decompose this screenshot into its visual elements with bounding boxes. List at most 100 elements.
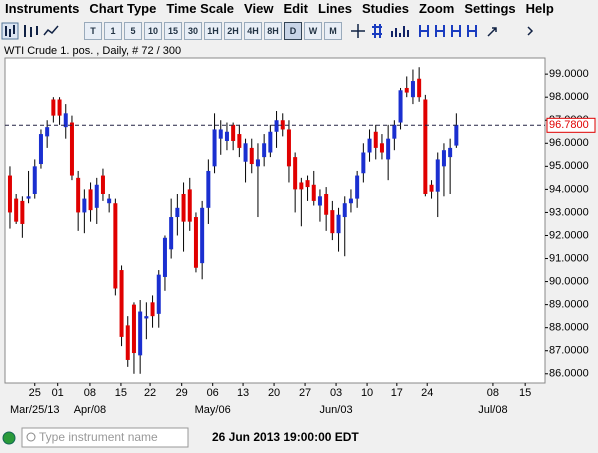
- menu-item[interactable]: Chart Type: [89, 1, 157, 16]
- y-tick-label: 94.0000: [549, 183, 589, 195]
- timeframe-button[interactable]: 1: [104, 22, 122, 40]
- candle-body: [7, 175, 12, 213]
- candle-body: [212, 129, 217, 167]
- y-tick-label: 86.0000: [549, 368, 589, 380]
- candle-body: [410, 81, 415, 98]
- icon-studies[interactable]: [419, 25, 477, 37]
- timeframe-button[interactable]: W: [304, 22, 322, 40]
- y-tick-label: 89.0000: [549, 299, 589, 311]
- x-tick-label: 22: [144, 387, 156, 399]
- candle-body: [169, 217, 174, 250]
- menu-item[interactable]: Help: [525, 1, 554, 16]
- candle-body: [237, 134, 242, 148]
- candle-body: [249, 147, 254, 165]
- candle-body: [293, 157, 298, 190]
- x-tick-label: 06: [207, 387, 219, 399]
- candle-body: [386, 138, 391, 160]
- timeframe-button[interactable]: D: [284, 22, 302, 40]
- candle-body: [441, 150, 446, 167]
- timeframe-button[interactable]: T: [84, 22, 102, 40]
- last-price-box: [546, 117, 596, 133]
- icon-volume[interactable]: [391, 26, 409, 37]
- candle-body: [100, 175, 105, 194]
- candle-body: [311, 184, 316, 201]
- timeframe-button[interactable]: 4H: [244, 22, 262, 40]
- candle-body: [305, 180, 310, 188]
- candle-body: [231, 124, 236, 141]
- candle-body: [355, 175, 360, 199]
- x-tick-label: 24: [421, 387, 433, 399]
- search-icon: [26, 432, 36, 442]
- y-tick-label: 91.0000: [549, 252, 589, 264]
- candle-body: [32, 166, 37, 194]
- candle-body: [76, 177, 81, 213]
- timeframe-button[interactable]: 1H: [204, 22, 222, 40]
- y-tick-label: 87.0000: [549, 345, 589, 357]
- x-tick-label: 03: [330, 387, 342, 399]
- timeframe-button[interactable]: 30: [184, 22, 202, 40]
- candle-body: [82, 198, 87, 213]
- icon-more[interactable]: [527, 26, 534, 36]
- icon-bars-glyph: [5, 25, 15, 37]
- candle-body: [63, 113, 68, 128]
- timeframes: T 1 5 10 15 30 1H 2H 4H 8H D W M: [84, 22, 344, 40]
- icon-line[interactable]: [43, 25, 59, 36]
- candle-body: [224, 131, 229, 141]
- timeframe-button[interactable]: M: [324, 22, 342, 40]
- candle-body: [404, 87, 409, 93]
- candle-body: [125, 325, 130, 360]
- candle-body: [187, 189, 192, 222]
- candle-body: [38, 134, 43, 165]
- timeframe-button[interactable]: 2H: [224, 22, 242, 40]
- menu-item[interactable]: Instruments: [5, 1, 80, 16]
- menu-item[interactable]: Settings: [464, 1, 516, 16]
- toolbar-icons-right: [351, 24, 534, 38]
- menu-item[interactable]: Studies: [361, 1, 409, 16]
- instrument-input[interactable]: [21, 427, 189, 448]
- timeframe-button[interactable]: 5: [124, 22, 142, 40]
- icon-pin[interactable]: [487, 27, 497, 37]
- candle-body: [342, 203, 347, 218]
- candle-body: [367, 138, 372, 153]
- timeframe-button[interactable]: 8H: [264, 22, 282, 40]
- candle-body: [255, 159, 260, 167]
- x-major-label: Apr/08: [74, 404, 106, 416]
- candle-body: [262, 143, 267, 158]
- candle-body: [423, 99, 428, 194]
- candle-body: [336, 214, 341, 234]
- icon-grid[interactable]: [372, 24, 382, 38]
- y-tick-label: 90.0000: [549, 275, 589, 287]
- candle-body: [348, 198, 353, 204]
- x-tick-label: 01: [52, 387, 64, 399]
- x-tick-label: 17: [391, 387, 403, 399]
- menu-item[interactable]: Time Scale: [166, 1, 235, 16]
- menu-item[interactable]: View: [244, 1, 274, 16]
- status-bar: Type instrument name 26 Jun 2013 19:00:0…: [0, 426, 598, 450]
- icon-candles[interactable]: [24, 25, 38, 37]
- timeframe-button[interactable]: 15: [164, 22, 182, 40]
- timeframe-button[interactable]: 10: [144, 22, 162, 40]
- y-tick-label: 93.0000: [549, 206, 589, 218]
- candle-body: [119, 270, 124, 337]
- menu-item[interactable]: Zoom: [418, 1, 455, 16]
- candle-body: [454, 124, 459, 146]
- candle-body: [51, 99, 56, 116]
- connection-indicator: [2, 431, 16, 445]
- x-tick-label: 15: [519, 387, 531, 399]
- x-tick-label: 27: [299, 387, 311, 399]
- status-datetime: 26 Jun 2013 19:00:00 EDT: [212, 430, 359, 444]
- candle-body: [88, 189, 93, 211]
- input-placeholder: Type instrument name: [39, 430, 158, 444]
- menu-item[interactable]: Lines: [318, 1, 352, 16]
- status-svg: Type instrument name 26 Jun 2013 19:00:0…: [2, 427, 359, 448]
- icon-crosshair[interactable]: [351, 24, 365, 38]
- y-tick-label: 88.0000: [549, 322, 589, 334]
- y-tick-label: 92.0000: [549, 229, 589, 241]
- candle-body: [138, 311, 143, 356]
- candle-body: [243, 143, 248, 162]
- x-tick-label: 20: [268, 387, 280, 399]
- candle-body: [113, 203, 118, 289]
- x-tick-label: 08: [84, 387, 96, 399]
- menu-item[interactable]: Edit: [283, 1, 308, 16]
